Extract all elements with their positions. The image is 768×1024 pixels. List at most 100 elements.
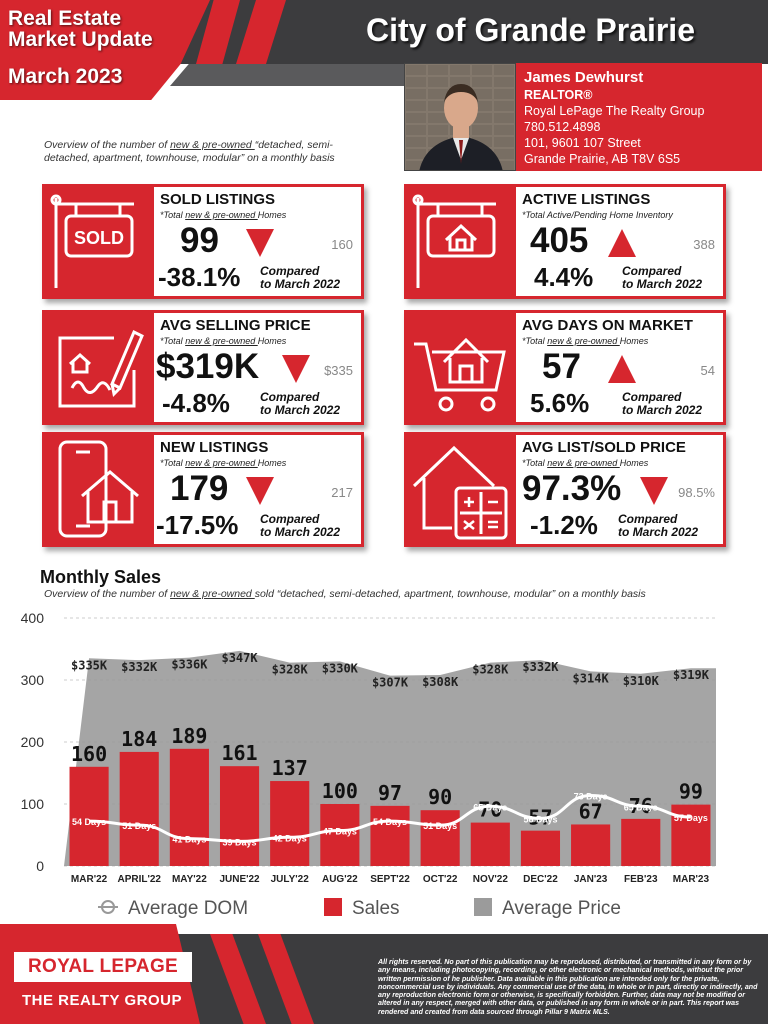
card-subtitle: *Total new & pre-owned Homes xyxy=(160,336,287,346)
sales-bar xyxy=(571,824,611,866)
y-tick-label: 300 xyxy=(21,672,45,688)
monthly-sales-title: Monthly Sales xyxy=(40,567,162,587)
card-icon-panel xyxy=(404,184,516,299)
price-data-label: $336K xyxy=(171,658,208,672)
x-tick-label: MAR'23 xyxy=(673,874,710,885)
royal-lepage-logo: ROYAL LEPAGE xyxy=(14,952,192,982)
card-value: $319K xyxy=(156,347,260,386)
card-icon-panel xyxy=(42,310,154,425)
price-data-label: $332K xyxy=(121,660,158,674)
card-new-listings: NEW LISTINGS *Total new & pre-owned Home… xyxy=(42,432,364,547)
card-icon-panel xyxy=(404,310,516,425)
legend-price-swatch xyxy=(474,898,492,916)
x-tick-label: AUG'22 xyxy=(322,874,358,885)
card-previous-value: 217 xyxy=(331,485,353,500)
price-data-label: $314K xyxy=(573,671,610,685)
agent-role: REALTOR® xyxy=(524,88,593,102)
legend-sales-label: Sales xyxy=(352,898,400,919)
sales-data-label: 67 xyxy=(579,799,603,823)
x-tick-label: JUNE'22 xyxy=(219,874,260,885)
header-band xyxy=(170,64,405,86)
agent-name: James Dewhurst xyxy=(524,69,644,86)
card-previous-value: $335 xyxy=(324,363,353,378)
trend-up-arrow-icon xyxy=(608,355,636,383)
sales-bar xyxy=(370,805,410,866)
card-compare-text: Compared to March 2022 xyxy=(260,264,341,291)
x-tick-label: MAY'22 xyxy=(172,874,207,885)
card-active-listings: ACTIVE LISTINGS *Total Active/Pending Ho… xyxy=(404,184,726,299)
city-title: City of Grande Prairie xyxy=(366,12,695,48)
card-value: 405 xyxy=(530,221,589,260)
agent-portrait-image xyxy=(405,64,515,170)
card-avg-list-sold-price: AVG LIST/SOLD PRICE *Total new & pre-own… xyxy=(404,432,726,547)
card-body: AVG SELLING PRICE *Total new & pre-owned… xyxy=(154,310,364,425)
sales-bar xyxy=(270,781,310,866)
card-title: AVG LIST/SOLD PRICE xyxy=(522,439,686,456)
report-title-line2: Market Update xyxy=(8,28,153,51)
sales-bar xyxy=(621,818,661,866)
x-tick-label: JULY'22 xyxy=(271,874,310,885)
card-previous-value: 98.5% xyxy=(678,485,715,500)
sales-bar xyxy=(320,804,360,866)
dom-data-label: 65 Days xyxy=(624,802,658,812)
card-percent-change: 4.4% xyxy=(534,262,594,292)
dom-data-label: 73 Days xyxy=(574,791,608,801)
card-value: 179 xyxy=(170,469,229,508)
card-previous-value: 54 xyxy=(700,363,715,378)
card-subtitle: *Total new & pre-owned Homes xyxy=(160,458,287,468)
sales-data-label: 97 xyxy=(378,781,402,805)
trend-up-arrow-icon xyxy=(608,229,636,257)
card-compare-text: Compared to March 2022 xyxy=(260,512,341,539)
house-cart-icon xyxy=(414,337,506,412)
y-tick-label: 200 xyxy=(21,734,45,750)
card-percent-change: -4.8% xyxy=(162,388,230,418)
overview-text-pre: Overview of the number of xyxy=(44,139,171,151)
card-body: SOLD LISTINGS *Total new & pre-owned Hom… xyxy=(154,184,364,299)
agent-address-line2: Grande Prairie, AB T8V 6S5 xyxy=(524,152,681,166)
house-calculator-icon xyxy=(412,445,508,540)
price-data-label: $332K xyxy=(522,660,559,674)
card-icon-panel: SOLD xyxy=(42,184,154,299)
trend-down-arrow-icon xyxy=(640,477,668,505)
sales-data-label: 160 xyxy=(71,742,107,766)
sales-data-label: 100 xyxy=(322,779,358,803)
card-value: 99 xyxy=(180,221,219,260)
dom-data-label: 54 Days xyxy=(373,817,407,827)
trend-down-arrow-icon xyxy=(246,477,274,505)
card-subtitle: *Total new & pre-owned Homes xyxy=(160,210,287,220)
card-percent-change: -1.2% xyxy=(530,510,598,540)
trend-down-arrow-icon xyxy=(282,355,310,383)
card-body: ACTIVE LISTINGS *Total Active/Pending Ho… xyxy=(516,184,726,299)
dom-data-label: 57 Days xyxy=(674,813,708,823)
report-date: March 2023 xyxy=(8,65,123,88)
sales-bar xyxy=(520,830,561,866)
report-title-line1: Real Estate xyxy=(8,7,122,30)
card-value: 97.3% xyxy=(522,469,622,508)
sales-bar xyxy=(69,766,109,866)
card-body: AVG LIST/SOLD PRICE *Total new & pre-own… xyxy=(516,432,726,547)
price-data-label: $330K xyxy=(322,661,359,675)
overview-text: Overview of the number of new & pre-owne… xyxy=(44,139,364,165)
y-tick-label: 0 xyxy=(36,858,44,874)
monthly-sales-chart: 0 100 200 300 400 $335K $332K $336K $347K $328K $3… xyxy=(21,610,716,919)
sales-data-label: 189 xyxy=(171,724,207,748)
card-title: NEW LISTINGS xyxy=(160,439,269,456)
dom-data-label: 42 Days xyxy=(273,833,307,843)
card-body: NEW LISTINGS *Total new & pre-owned Home… xyxy=(154,432,364,547)
card-avg-days-on-market: AVG DAYS ON MARKET *Total new & pre-owne… xyxy=(404,310,726,425)
price-data-label: $347K xyxy=(221,651,258,665)
report-title: Real Estate Market Update xyxy=(8,8,153,50)
agent-phone[interactable]: 780.512.4898 xyxy=(524,120,601,134)
y-tick-label: 100 xyxy=(21,796,45,812)
sales-data-label: 161 xyxy=(221,741,257,765)
overview-text-post: “detached, semi-detached, apartment, tow… xyxy=(44,139,335,164)
contract-signing-icon xyxy=(58,329,144,408)
card-subtitle: *Total Active/Pending Home Inventory xyxy=(522,210,673,220)
card-percent-change: 5.6% xyxy=(530,388,590,418)
x-tick-label: OCT'22 xyxy=(423,874,458,885)
card-title: AVG DAYS ON MARKET xyxy=(522,317,693,334)
dom-data-label: 54 Days xyxy=(72,817,106,827)
logo-subtitle: THE REALTY GROUP xyxy=(22,992,182,1009)
dom-data-label: 47 Days xyxy=(323,827,357,837)
legend-sales-swatch xyxy=(324,898,342,916)
